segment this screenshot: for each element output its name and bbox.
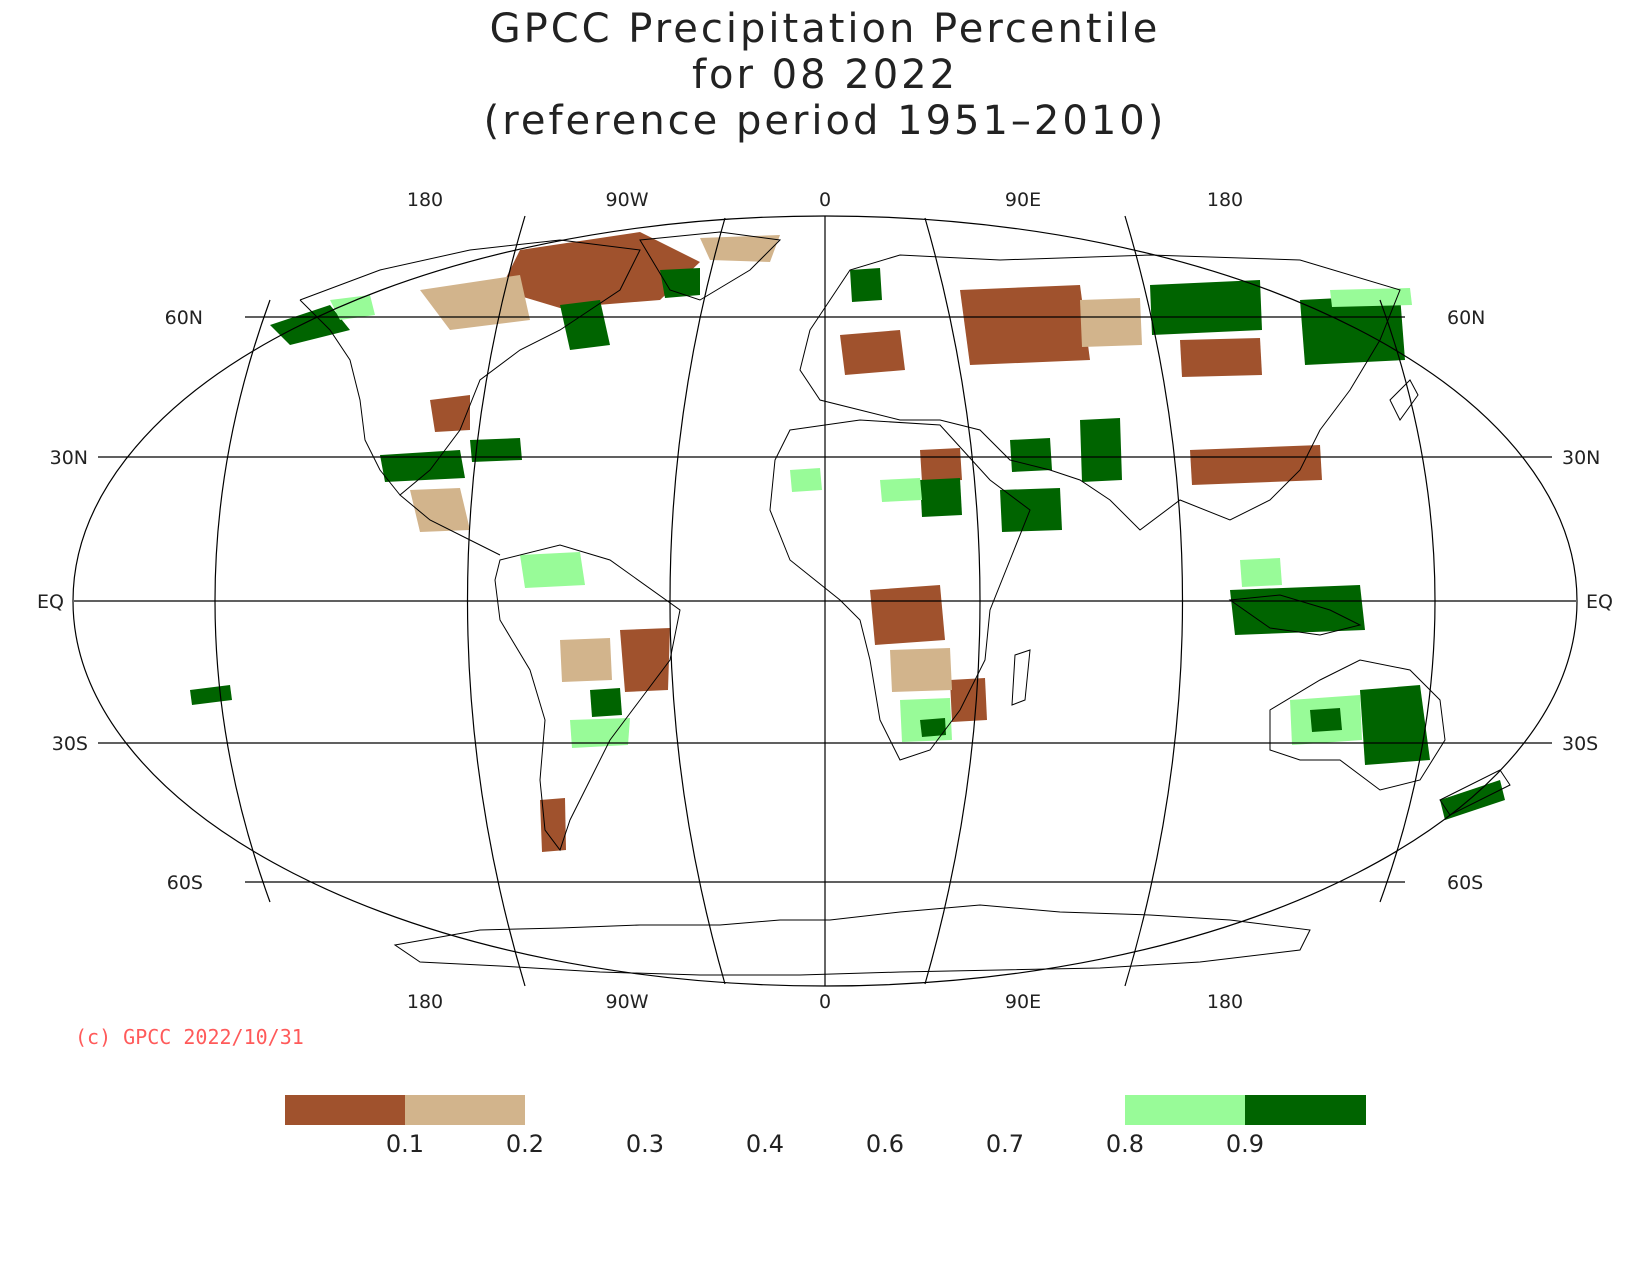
- patch-africa-dry: [870, 585, 945, 645]
- patch-sa-wet: [590, 688, 622, 717]
- patch-sa-light2: [570, 718, 630, 748]
- patch-africa-wet: [920, 718, 946, 737]
- coast-eurasia: [799, 254, 1401, 531]
- right-label-30n: 30N: [1562, 447, 1600, 469]
- patch-australia-wet: [1360, 685, 1430, 765]
- meridian-45e-a: [1124, 215, 1184, 987]
- bottom-label-180-left: 180: [407, 991, 443, 1013]
- title-line-1: GPCC Precipitation Percentile: [489, 6, 1161, 52]
- coast-greenland: [639, 231, 782, 301]
- legend-tick-0-9: 0.9: [1225, 1130, 1265, 1158]
- legend-tick-0-3: 0.3: [625, 1130, 665, 1158]
- bottom-label-180-right: 180: [1207, 991, 1243, 1013]
- top-label-90e: 90E: [1005, 189, 1041, 211]
- patch-china-dry: [1190, 445, 1322, 485]
- patch-russia-tan: [1080, 298, 1142, 347]
- coast-indonesia: [1228, 594, 1362, 636]
- coastlines: [299, 231, 1511, 976]
- patch-indonesia-light: [1240, 558, 1282, 587]
- percentile-patches: [190, 232, 1505, 852]
- chart-title: GPCC Precipitation Percentile for 08 202…: [0, 6, 1650, 144]
- meridian-135e: [1379, 299, 1436, 903]
- meridian-90e: [924, 217, 981, 985]
- meridian-135w: [214, 299, 271, 903]
- coast-new-zealand: [1439, 769, 1511, 816]
- coast-japan: [1389, 379, 1419, 421]
- patch-europe-dry: [840, 330, 905, 375]
- patch-sahara-light: [790, 468, 822, 492]
- patch-indonesia-wet: [1230, 585, 1365, 635]
- title-line-3: (reference period 1951–2010): [483, 98, 1167, 144]
- patch-us-dry: [430, 395, 470, 432]
- left-label-60s: 60S: [167, 872, 203, 894]
- top-label-0: 0: [819, 189, 831, 211]
- coast-madagascar: [1011, 649, 1031, 706]
- patch-sa-tan: [560, 638, 612, 682]
- patch-pacific-wet: [190, 685, 232, 705]
- patch-us-wet2: [470, 438, 522, 462]
- patch-russia-dry: [960, 285, 1090, 365]
- patch-patagonia-dry: [540, 798, 566, 852]
- left-label-eq: EQ: [37, 591, 64, 613]
- top-label-180-left: 180: [407, 189, 443, 211]
- legend-tick-0-1: 0.1: [385, 1130, 425, 1158]
- top-label-180-right: 180: [1207, 189, 1243, 211]
- meridian-45w-a: [466, 215, 526, 987]
- top-label-90w: 90W: [606, 189, 649, 211]
- graticule-labels: 180 90W 0 90E 180 180 90W 0 90E 180 60N …: [37, 189, 1613, 1013]
- patch-mideast-dry: [920, 448, 962, 482]
- left-label-60n: 60N: [165, 307, 203, 329]
- legend-tick-0-6: 0.6: [865, 1130, 905, 1158]
- graticule: [72, 215, 1578, 987]
- patch-canada-tan: [420, 275, 530, 330]
- patch-australia-wet2: [1310, 708, 1342, 732]
- patch-alaska-wet: [270, 305, 350, 345]
- copyright-text: (c) GPCC 2022/10/31: [75, 1025, 304, 1049]
- patch-india-wet: [1080, 418, 1122, 482]
- legend-tick-0-4: 0.4: [745, 1130, 785, 1158]
- coast-north-america-west: [299, 299, 401, 496]
- legend-swatch-gt-0-9: [1245, 1095, 1366, 1125]
- patch-sahel-wet: [920, 478, 962, 517]
- left-label-30s: 30S: [52, 733, 88, 755]
- right-label-eq: EQ: [1586, 591, 1613, 613]
- patch-us-wet: [380, 450, 465, 482]
- coast-africa: [769, 419, 1031, 761]
- coast-south-america: [494, 544, 681, 852]
- bottom-label-90w: 90W: [606, 991, 649, 1013]
- patch-sa-light: [520, 552, 585, 588]
- patch-fareast-light: [1330, 288, 1412, 307]
- bottom-label-0: 0: [819, 991, 831, 1013]
- legend-swatch-lt-0-1: [285, 1095, 405, 1125]
- legend-tick-0-8: 0.8: [1105, 1130, 1145, 1158]
- title-line-2: for 08 2022: [691, 52, 959, 98]
- patch-sahara-light2: [880, 478, 922, 502]
- patch-africa-tan: [890, 648, 952, 692]
- right-label-60s: 60S: [1447, 872, 1483, 894]
- legend-swatch-0-8-to-0-9: [1125, 1095, 1245, 1125]
- legend-tick-0-7: 0.7: [985, 1130, 1025, 1158]
- patch-pakistan-wet: [1010, 438, 1052, 472]
- patch-canada-wet: [560, 300, 610, 350]
- patch-mexico-tan: [410, 488, 470, 532]
- legend-tick-0-2: 0.2: [505, 1130, 545, 1158]
- right-label-30s: 30S: [1562, 733, 1598, 755]
- patch-alaska-light: [330, 295, 375, 320]
- coast-north-america: [299, 239, 641, 556]
- patch-europe-wet: [850, 268, 882, 302]
- patch-siberia-wet: [1150, 280, 1262, 335]
- patch-sa-dry: [620, 628, 670, 692]
- meridian-90w: [669, 217, 726, 985]
- patch-fareast-wet: [1300, 295, 1405, 365]
- legend-swatch-0-1-to-0-2: [405, 1095, 525, 1125]
- right-label-60n: 60N: [1447, 307, 1485, 329]
- left-label-30n: 30N: [50, 447, 88, 469]
- patch-canada-dry: [500, 232, 700, 308]
- patch-siberia-dry: [1180, 338, 1262, 377]
- bottom-label-90e: 90E: [1005, 991, 1041, 1013]
- coast-antarctica: [393, 904, 1311, 976]
- patch-greenland-tan: [700, 235, 780, 262]
- coast-australia: [1269, 659, 1446, 791]
